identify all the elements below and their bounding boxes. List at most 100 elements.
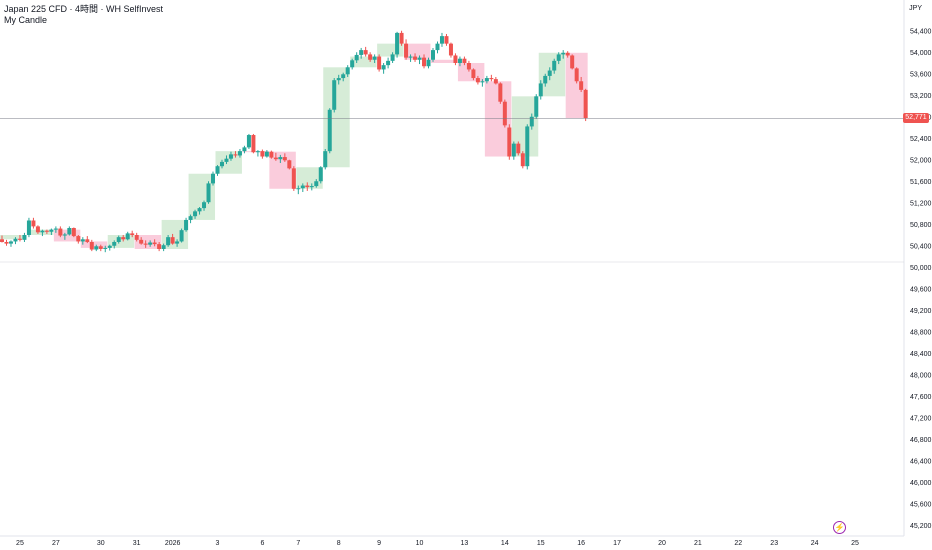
price-tick-label: 45,600 [910,501,932,508]
candle-body [547,70,552,76]
candle-body [426,59,431,67]
session-zone [431,59,458,63]
candle-body [565,52,570,56]
price-tick-label: 53,200 [910,93,932,100]
candle-body [489,78,494,80]
time-tick-label: 6 [260,540,264,547]
candle-body [507,127,512,157]
candle-body [152,242,157,245]
candle-body [300,185,305,189]
price-tick-label: 45,200 [910,523,932,530]
candle-body [251,135,256,153]
candle-body [561,52,566,55]
candle-body [134,235,139,240]
candle-body [31,220,36,227]
candle-body [89,241,94,250]
candle-body [480,81,485,83]
candle-body [53,228,58,230]
candle-body [368,54,373,60]
candle-body [579,81,584,90]
price-tick-label: 54,000 [910,50,932,57]
candle-body [44,230,49,232]
candle-body [448,43,453,56]
candle-bodies [0,32,588,250]
session-zone [377,43,404,57]
candle-body [157,244,162,249]
candle-body [525,126,530,167]
candle-body [493,79,498,84]
time-tick-label: 21 [694,540,702,547]
price-tick-label: 52,000 [910,157,932,164]
candle-body [516,143,521,154]
time-tick-label: 22 [734,540,742,547]
candle-body [408,56,413,58]
price-tick-label: 46,400 [910,458,932,465]
candle-body [49,229,54,232]
candle-body [139,239,144,244]
candle-body [336,78,341,81]
candle-body [372,56,377,60]
candle-body [58,228,63,236]
candle-body [269,151,274,158]
candle-body [484,78,489,82]
candle-body [242,147,247,152]
time-tick-label: 2026 [165,540,181,547]
candle-body [341,74,346,79]
time-tick-label: 17 [613,540,621,547]
candle-body [35,226,40,233]
candle-body [170,237,175,244]
price-tick-label: 46,800 [910,437,932,444]
candle-body [305,185,310,188]
time-tick-label: 25 [851,540,859,547]
time-tick-label: 30 [97,540,105,547]
candle-body [202,202,207,209]
time-tick-label: 24 [811,540,819,547]
session-zone [188,173,216,220]
candle-body [417,57,422,60]
session-zone [269,151,296,189]
session-zone [565,52,588,119]
candle-body [224,158,229,162]
candle-body [511,143,516,157]
price-tick-label: 51,200 [910,200,932,207]
candle-body [206,183,211,203]
symbol-title[interactable]: Japan 225 CFD · 4時間 · WH SelfInvest [4,4,164,14]
price-tick-label: 48,800 [910,329,932,336]
candle-body [381,65,386,70]
candle-body [233,154,238,156]
candle-body [323,151,328,168]
candle-body [8,241,13,244]
candle-body [296,188,301,190]
lightning-icon[interactable]: ⚡ [833,521,846,534]
candle-body [116,237,121,242]
candle-body [0,239,4,242]
session-zone [242,151,269,153]
candle-body [148,242,153,245]
candle-body [570,55,575,69]
candle-body [13,238,18,242]
currency-unit[interactable]: JPY [909,5,922,12]
candle-body [552,60,557,71]
candle-body [422,57,427,67]
candle-body [219,161,224,167]
price-tick-label: 52,400 [910,136,932,143]
candle-body [354,54,359,61]
candle-body [363,50,368,55]
time-tick-label: 13 [461,540,469,547]
candle-body [193,211,198,217]
candle-body [4,241,9,244]
indicator-name[interactable]: My Candle [4,15,48,25]
candle-body [255,151,260,153]
candle-body [435,43,440,51]
candle-body [161,245,166,249]
candle-body [76,236,81,242]
session-zone [53,229,81,242]
session-zone [538,52,566,97]
candle-body [211,173,216,184]
candle-body [386,60,391,66]
session-zone [26,229,54,235]
price-axis-labels: 45,200 45,600 46,000 46,400 46,800 47,200 47,6… [910,28,932,530]
candle-body [282,157,287,161]
candle-body [179,230,184,242]
